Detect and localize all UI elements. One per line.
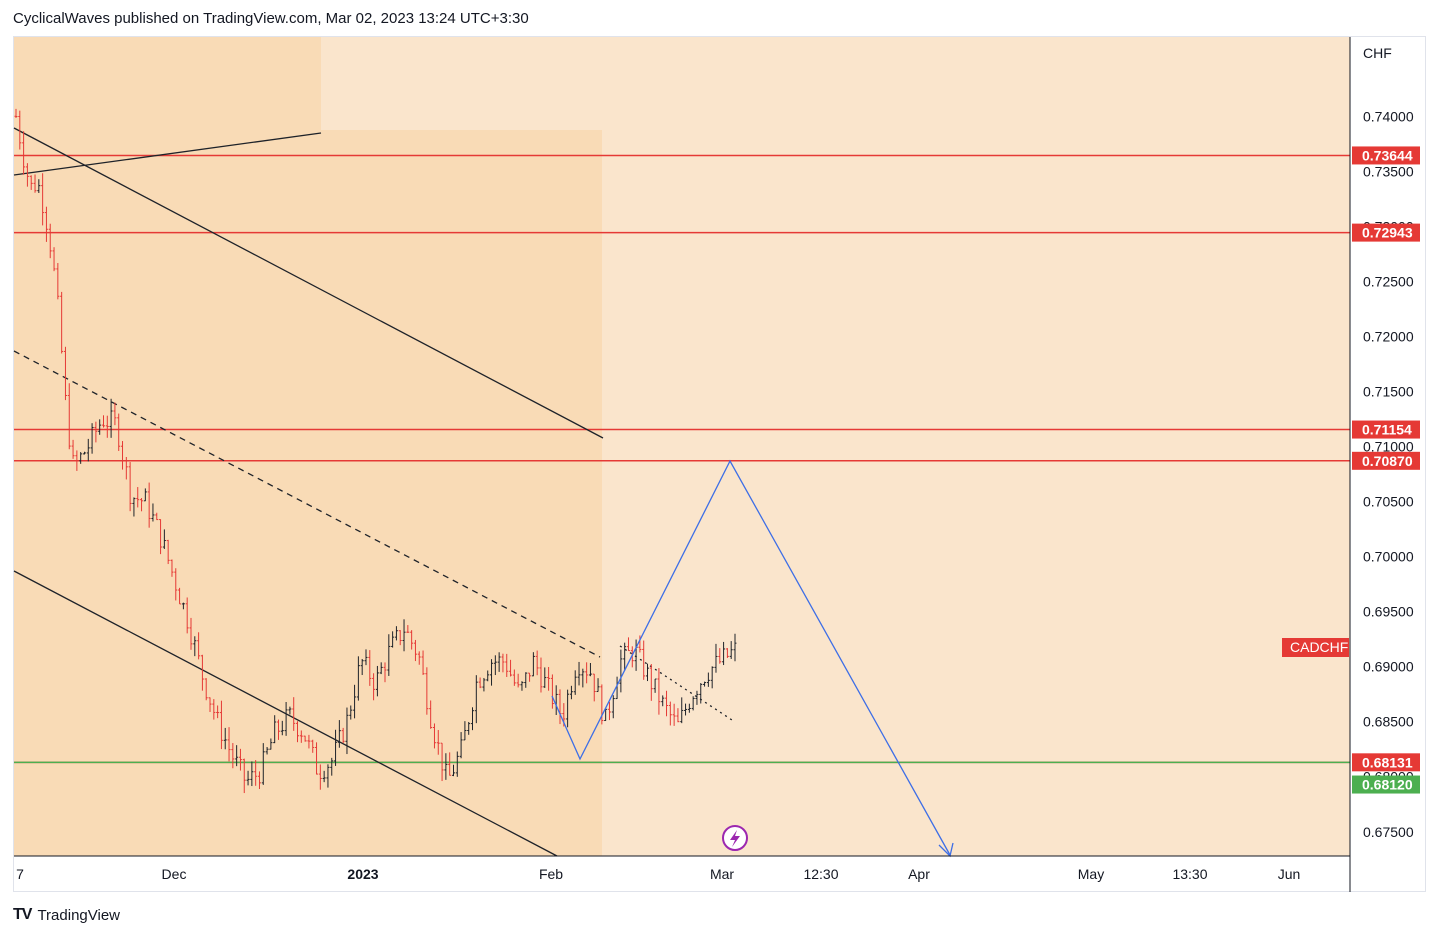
level-tag-label: 0.68131 xyxy=(1362,754,1413,770)
dotted-trend-line xyxy=(619,645,736,723)
footer: TV TradingView xyxy=(13,906,120,924)
x-tick-label: Jun xyxy=(1278,866,1301,882)
shaded-zone-top xyxy=(14,37,321,130)
y-tick-label: 0.67500 xyxy=(1363,824,1414,840)
shaded-zone-channel xyxy=(14,130,602,856)
y-tick-label: 0.72000 xyxy=(1363,328,1414,344)
x-tick-label: May xyxy=(1078,866,1104,882)
y-tick-label: 0.73500 xyxy=(1363,163,1414,179)
y-tick-label: 0.71000 xyxy=(1363,439,1414,455)
x-tick-label: 2023 xyxy=(347,866,378,882)
y-tick-label: 0.70500 xyxy=(1363,494,1414,510)
tradingview-brand[interactable]: TradingView xyxy=(37,906,120,924)
level-tag-4 xyxy=(1352,753,1420,772)
projection-path xyxy=(551,459,951,856)
x-tick-label: Feb xyxy=(539,866,563,882)
level-tag-1 xyxy=(1352,223,1420,242)
x-tick-label: Mar xyxy=(710,866,734,882)
channel-lower-line xyxy=(13,570,558,857)
candles xyxy=(14,108,737,794)
lightning-icon xyxy=(730,830,740,847)
y-tick-label: 0.69000 xyxy=(1363,659,1414,675)
level-tag-5 xyxy=(1352,775,1420,794)
x-tick-label: 13:30 xyxy=(1172,866,1207,882)
y-tick-label: 0.74000 xyxy=(1363,108,1414,124)
level-tag-label: 0.71154 xyxy=(1362,422,1412,438)
x-tick-label: 12:30 xyxy=(803,866,838,882)
x-tick-label: 7 xyxy=(16,866,24,882)
currency-label: CHF xyxy=(1363,45,1392,61)
channel-mid-dashed-line xyxy=(13,350,601,658)
x-tick-label: Dec xyxy=(162,866,187,882)
tradingview-logo-icon: TV xyxy=(13,906,32,923)
level-tag-3 xyxy=(1352,451,1420,470)
symbol-badge xyxy=(1282,638,1349,657)
chart-frame[interactable] xyxy=(13,36,1426,892)
y-tick-label: 0.69500 xyxy=(1363,604,1414,620)
y-tick-label: 0.68500 xyxy=(1363,714,1414,730)
y-tick-label: 0.70000 xyxy=(1363,549,1414,565)
publisher-header: CyclicalWaves published on TradingView.c… xyxy=(13,10,529,27)
level-tag-0 xyxy=(1352,146,1420,165)
symbol-badge-label: CADCHF xyxy=(1290,639,1348,655)
y-tick-label: 0.71500 xyxy=(1363,383,1414,399)
level-tag-label: 0.70870 xyxy=(1362,453,1413,469)
y-tick-label: 0.72500 xyxy=(1363,273,1414,289)
channel-upper-line xyxy=(13,127,604,439)
level-tag-2 xyxy=(1352,420,1420,439)
top-wedge-line xyxy=(13,132,322,176)
level-tag-label: 0.72943 xyxy=(1362,225,1413,241)
x-tick-label: Apr xyxy=(908,866,930,882)
level-tag-label: 0.68120 xyxy=(1362,777,1413,793)
level-tag-label: 0.73644 xyxy=(1362,147,1413,163)
